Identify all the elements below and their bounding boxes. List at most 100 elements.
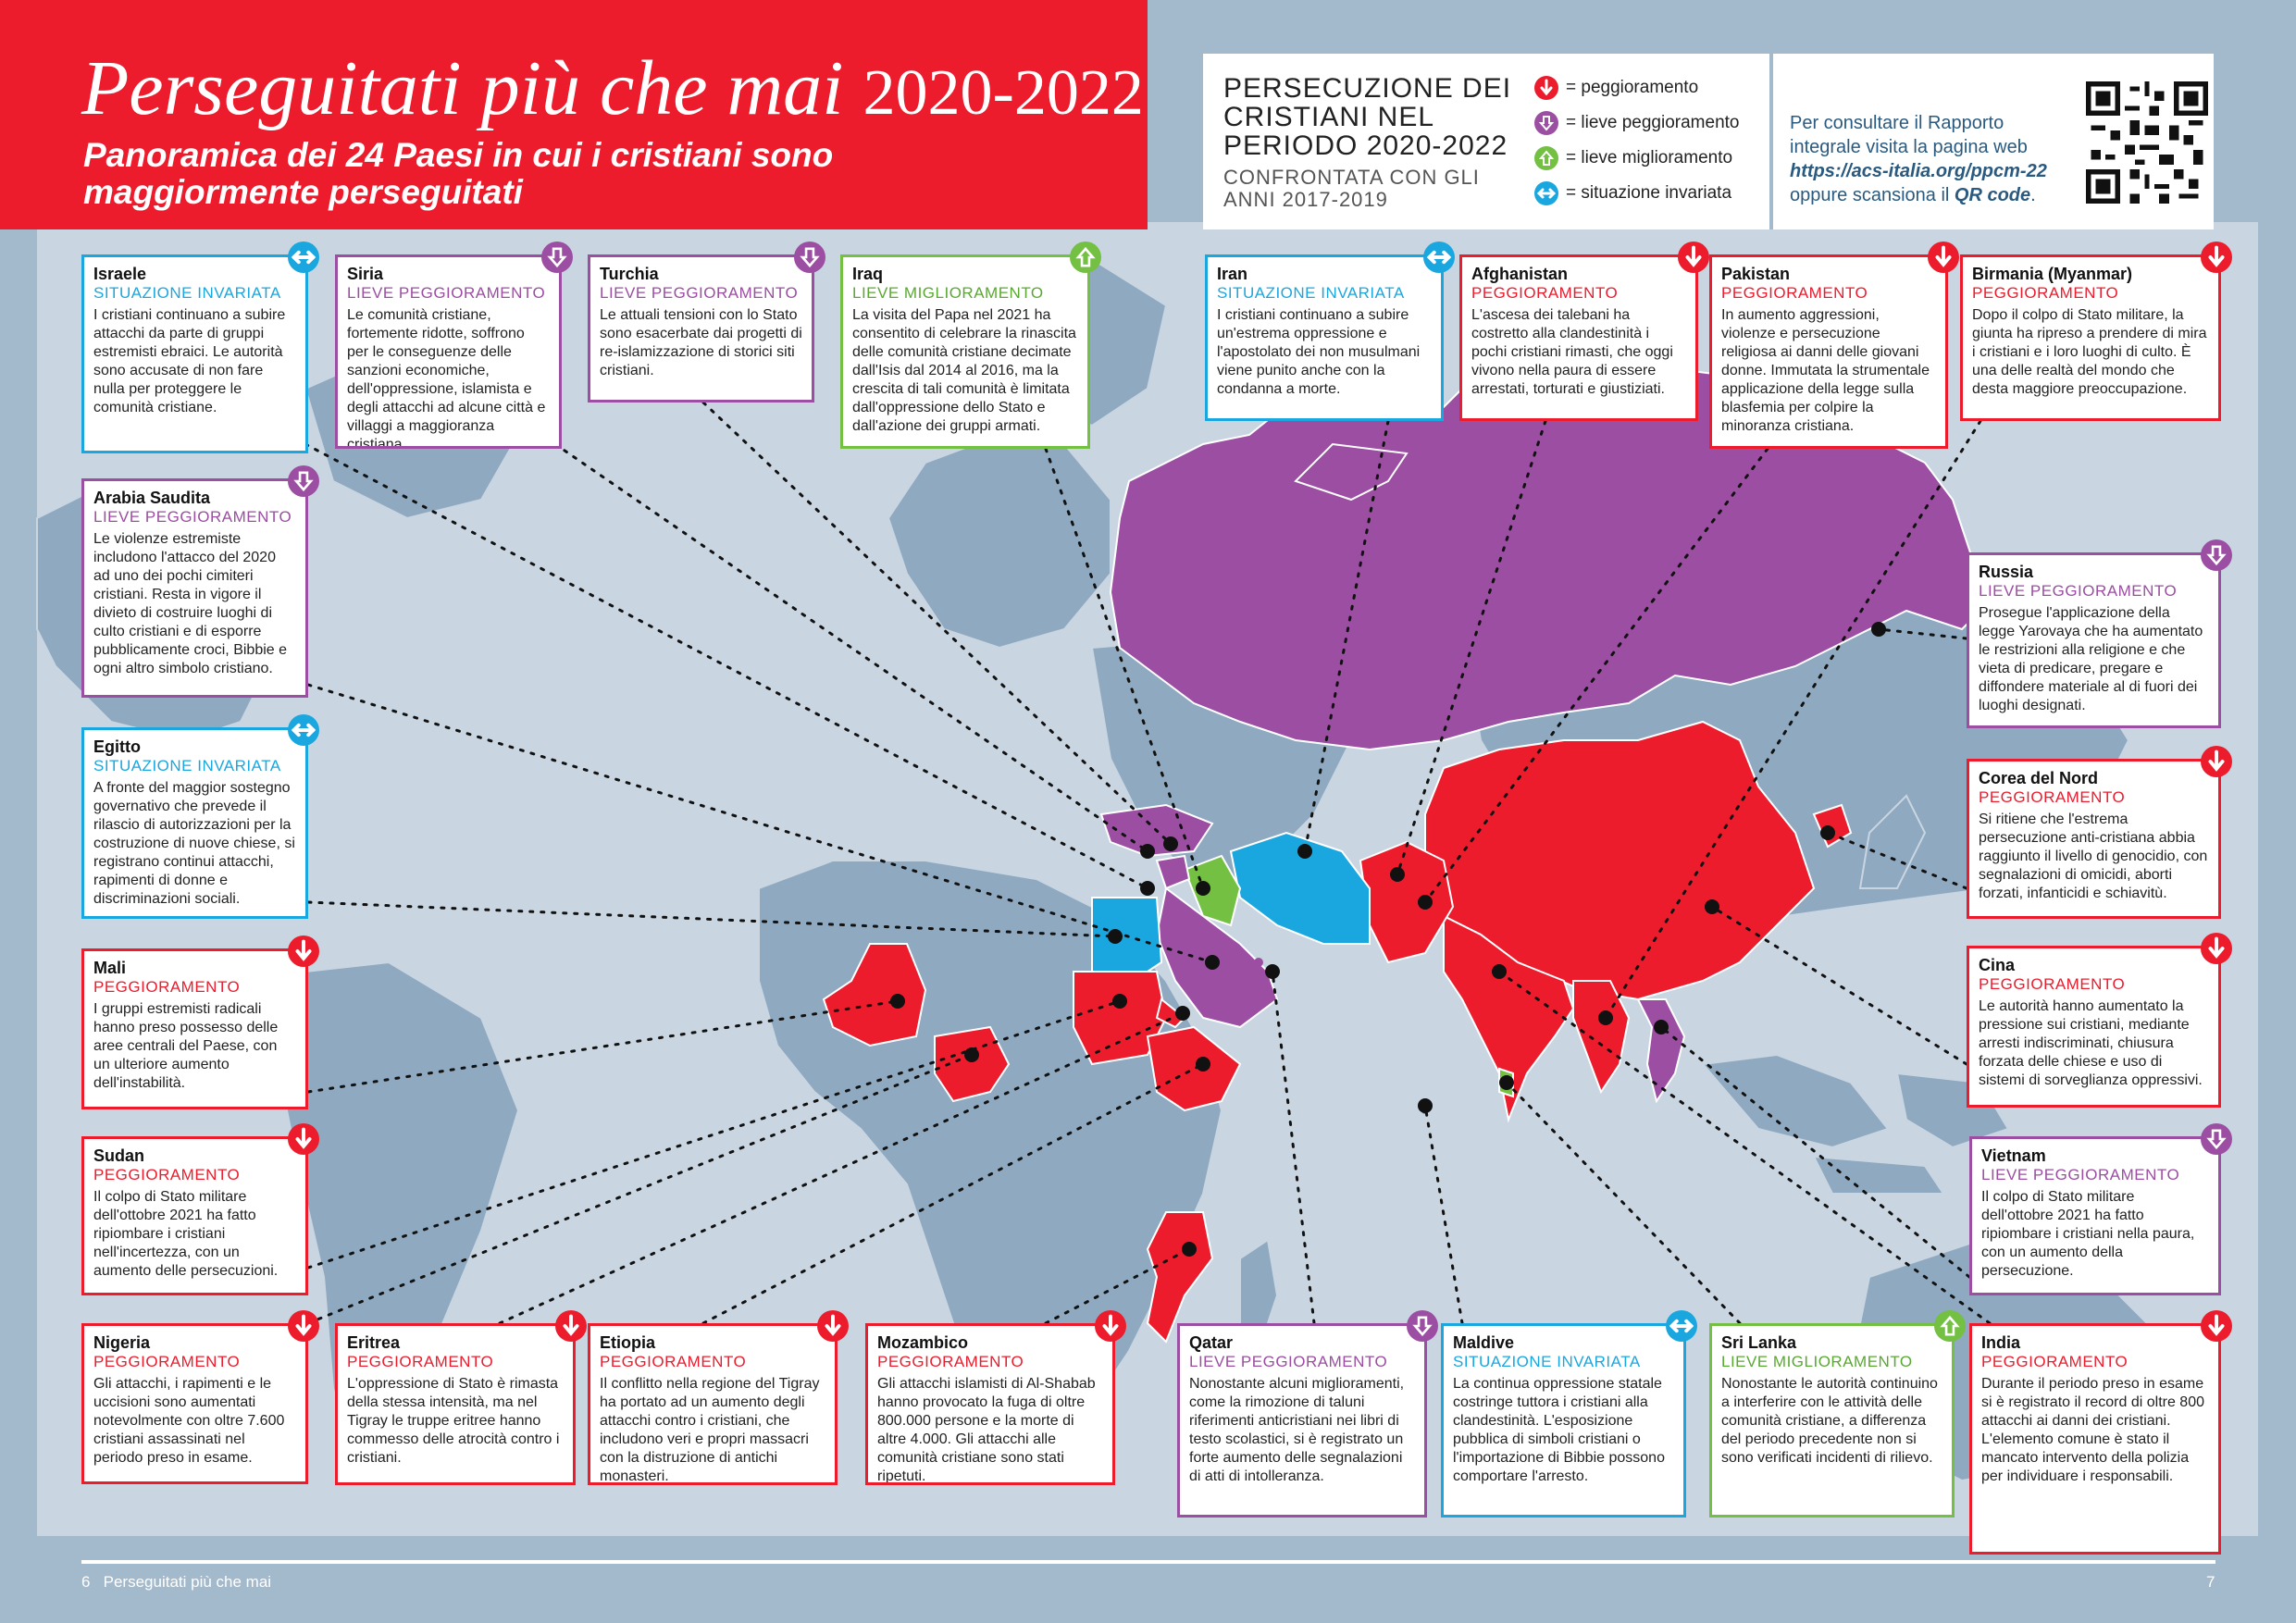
legend-panel: PERSECUZIONE DEI CRISTIANI NEL PERIODO 2… [1203,54,2214,229]
country-description: I cristiani continuano a subire un'estre… [1217,307,1421,397]
country-card-nigeria: Nigeria PEGGIORAMENTO Gli attacchi, i rapi… [81,1323,308,1484]
country-card-qatar: Qatar LIEVE PEGGIORAMENTO Nonostante alcun… [1177,1323,1427,1518]
country-dot-iran [1297,844,1312,859]
country-card-israele: Israele SITUAZIONE INVARIATA I cristiani c… [81,254,308,453]
status-badge [1934,1310,1966,1342]
country-dot-srilanka [1499,1075,1514,1090]
country-dot-birmania [1598,1010,1613,1025]
connector-line-egitto [306,900,1117,938]
country-description: L'ascesa dei talebani ha costretto alla … [1471,307,1673,397]
country-status: LIEVE MIGLIORAMENTO [852,284,1044,302]
country-status: LIEVE PEGGIORAMENTO [1979,582,2178,600]
country-card-vietnam: Vietnam LIEVE PEGGIORAMENTO Il colpo di St… [1969,1136,2221,1295]
country-dot-turchia [1163,836,1178,851]
country-card-corea: Corea del Nord PEGGIORAMENTO Si ritiene ch… [1967,759,2221,919]
country-name: Russia [1979,563,2034,581]
country-status: LIEVE PEGGIORAMENTO [1981,1166,2180,1183]
country-name: Iraq [852,265,884,283]
country-description: Le autorità hanno aumentato la pressione… [1979,998,2203,1088]
country-status: LIEVE MIGLIORAMENTO [1721,1353,1913,1370]
status-badge [1423,242,1455,273]
country-name: Vietnam [1981,1146,2046,1165]
country-dot-etiopia [1196,1057,1210,1072]
status-badge [555,1310,587,1342]
arrow-down-icon [1095,1310,1126,1342]
arrow-down-outline-icon [1534,111,1558,135]
connector-line-nigeria [306,1053,974,1325]
country-dot-iraq [1196,881,1210,896]
country-name: Eritrea [347,1333,401,1352]
info-end: . [2030,185,2036,205]
connector-line-qatar [1271,970,1316,1325]
status-badge [288,465,319,497]
country-description: A fronte del maggior sostegno governativ… [93,780,295,907]
country-card-etiopia: Etiopia PEGGIORAMENTO Il conflitto nella r… [588,1323,838,1485]
footer-page-right: 7 [2206,1573,2215,1591]
info-suffix: oppure scansiona il [1790,185,1950,205]
country-dot-russia [1871,622,1886,637]
country-dot-qatar [1265,964,1280,979]
country-name: Arabia Saudita [93,489,211,507]
country-name: Israele [93,265,147,283]
arrow-down-icon [288,1123,319,1155]
country-card-cina: Cina PEGGIORAMENTO Le autorità hanno aumen… [1967,946,2221,1108]
country-status: SITUAZIONE INVARIATA [1217,284,1405,302]
status-badge [1928,242,1959,273]
country-status: PEGGIORAMENTO [93,1166,241,1183]
country-name: Egitto [93,737,141,756]
connector-line-corea [1826,831,1968,890]
country-status: PEGGIORAMENTO [1979,975,2126,993]
connector-line-israele [304,442,1149,890]
arrow-down-icon [2201,746,2232,777]
connector-line-india [1497,970,1992,1325]
country-description: L'oppressione di Stato è rimasta della s… [347,1376,560,1466]
connector-line-iraq [1044,447,1205,890]
country-dot-cina [1705,899,1719,914]
country-card-india: India PEGGIORAMENTO Durante il periodo pre… [1969,1323,2221,1555]
country-name: Corea del Nord [1979,769,2099,787]
country-name: Afghanistan [1471,265,1569,283]
country-card-mozambico: Mozambico PEGGIORAMENTO Gli attacchi islam… [865,1323,1115,1485]
country-status: PEGGIORAMENTO [93,978,241,996]
arrow-down-icon [2201,1310,2232,1342]
country-name: Siria [347,265,384,283]
country-card-sudan: Sudan PEGGIORAMENTO Il colpo di Stato mili… [81,1136,308,1295]
connector-line-siria [553,442,1149,853]
country-status: SITUAZIONE INVARIATA [93,757,281,774]
footer-rule [81,1560,2215,1564]
country-card-russia: Russia LIEVE PEGGIORAMENTO Prosegue l'appl… [1967,552,2221,728]
country-description: In aumento aggressioni, violenze e perse… [1721,307,1930,434]
country-description: Dopo il colpo di Stato militare, la giun… [1972,307,2207,397]
legend-info: Per consultare il Rapporto integrale vis… [1790,111,2058,207]
arrow-down-icon [555,1310,587,1342]
country-description: I cristiani continuano a subire attacchi… [93,307,286,415]
country-dot-vietnam [1654,1020,1669,1035]
country-card-turchia: Turchia LIEVE PEGGIORAMENTO Le attuali ten… [588,254,814,403]
arrow-both-icon [288,714,319,746]
footer-left: 6 Perseguitati più che mai [81,1573,271,1592]
status-badge [288,1123,319,1155]
country-name: Pakistan [1721,265,1791,283]
country-description: I gruppi estremisti radicali hanno preso… [93,1001,279,1091]
arrow-down-outline-icon [1407,1310,1438,1342]
country-status: PEGGIORAMENTO [1972,284,2119,302]
status-badge [288,714,319,746]
country-description: Le violenze estremiste includono l'attac… [93,531,288,676]
country-status: PEGGIORAMENTO [877,1353,1024,1370]
arrow-down-outline-icon [2201,539,2232,571]
qr-code-icon[interactable] [2086,81,2208,204]
status-badge [1095,1310,1126,1342]
legend-items: = peggioramento = lieve peggioramento = … [1534,70,1740,211]
arrow-up-outline-icon [1534,146,1558,170]
country-description: Gli attacchi, i rapimenti e le uccisioni… [93,1376,285,1466]
info-url-link[interactable]: https://acs-italia.org/ppcm-22 [1790,161,2047,181]
country-description: Il colpo di Stato militare dell'ottobre … [1981,1189,2195,1279]
country-description: Si ritiene che l'estrema persecuzione an… [1979,812,2208,901]
status-badge [288,935,319,967]
country-name: Sri Lanka [1721,1333,1797,1352]
country-dot-pakistan [1418,895,1433,910]
arrow-both-icon [1423,242,1455,273]
connector-line-birmania [1604,419,1982,1020]
status-badge [288,242,319,273]
connector-line-vietnam [1659,1025,1971,1279]
